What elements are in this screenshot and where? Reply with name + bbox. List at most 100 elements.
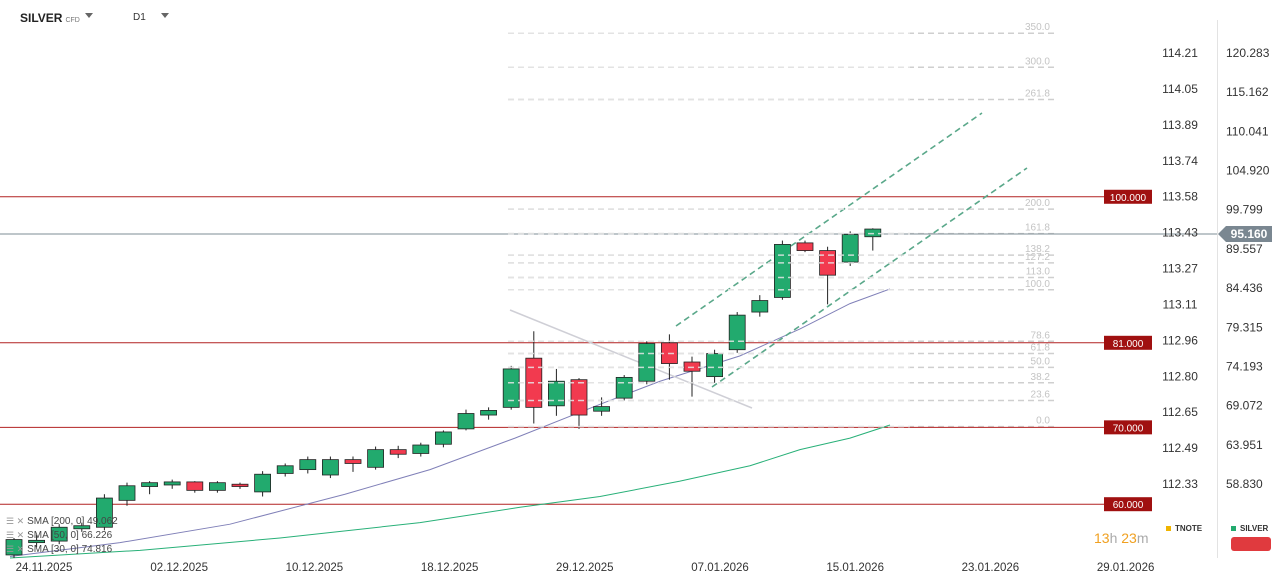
legend-sma-50[interactable]: ☰ ✕ SMA [50, 0] 66.226	[6, 530, 112, 541]
horizontal-levels: 100.000 81.000 70.000 60.000	[0, 189, 1152, 512]
fib-level-label: 161.8	[1025, 223, 1050, 234]
y-secondary-tick-label: 113.89	[1162, 118, 1198, 132]
candle-bull	[299, 459, 317, 471]
chevron-down-icon[interactable]	[85, 13, 93, 18]
y-tick-label: 84.436	[1226, 281, 1263, 295]
silver-swatch-icon	[1231, 526, 1236, 532]
y-tick-label: 69.072	[1226, 399, 1263, 413]
channel-upper-line	[675, 112, 983, 327]
timeframe-selector[interactable]: D1	[133, 12, 146, 23]
countdown-hours-unit: h	[1109, 530, 1118, 546]
y-tick-label: 115.162	[1226, 85, 1269, 99]
x-tick-label: 15.01.2026	[826, 562, 884, 574]
symbol-type: CFD	[65, 17, 80, 24]
y-secondary-tick-label: 112.80	[1162, 369, 1198, 383]
legend-sma-30[interactable]: ☰ ✕ SMA [30, 0] 74.816	[6, 544, 112, 555]
symbol-selector[interactable]: SILVER CFD	[20, 11, 80, 25]
candle-bear	[344, 459, 362, 464]
candle-bull	[276, 465, 294, 474]
candle-bull	[118, 485, 136, 501]
y-secondary-tick-label: 112.65	[1162, 405, 1198, 419]
candle-bull	[615, 376, 633, 399]
tnote-label: TNOTE	[1175, 524, 1203, 533]
fib-level-label: 0.0	[1036, 416, 1050, 427]
y-secondary-tick-label: 112.49	[1162, 441, 1198, 455]
bars-icon[interactable]: ☰ ✕	[6, 544, 25, 554]
y-secondary-tick-label: 113.74	[1162, 154, 1198, 168]
level-badge	[1104, 335, 1152, 350]
x-tick-label: 10.12.2025	[286, 562, 344, 574]
chart-header: SILVER CFD D1	[0, 0, 1286, 34]
x-tick-label: 02.12.2025	[150, 562, 208, 574]
candle-bull	[457, 413, 475, 430]
symbol-name: SILVER	[20, 11, 63, 25]
legend-label: SMA [200, 0] 49.062	[27, 516, 118, 527]
candle-bear	[389, 449, 407, 455]
current-price-line: 95.160	[0, 225, 1272, 242]
candle-bull	[321, 459, 339, 476]
countdown-minutes: 23	[1121, 530, 1137, 546]
candles	[5, 32, 910, 558]
x-tick-label: 18.12.2025	[421, 562, 479, 574]
sma-slow-line	[9, 288, 891, 557]
tnote-swatch-icon	[1166, 526, 1171, 532]
moving-averages	[9, 288, 891, 559]
chevron-down-icon[interactable]	[161, 13, 169, 18]
x-tick-label: 29.01.2026	[1097, 562, 1155, 574]
level-badge-label: 60.000	[1113, 500, 1144, 511]
y-tick-label: 58.830	[1226, 477, 1263, 491]
y-secondary-tick-label: 112.96	[1162, 333, 1198, 347]
trend-line	[509, 309, 753, 409]
fib-level-label: 23.6	[1031, 389, 1051, 400]
bars-icon[interactable]: ☰ ✕	[6, 530, 25, 540]
candle-bull	[706, 353, 723, 378]
level-badge-label: 81.000	[1113, 339, 1144, 350]
fib-level-label: 50.0	[1031, 356, 1051, 367]
candle-bear	[570, 379, 588, 416]
fib-level-label: 100.0	[1025, 279, 1050, 290]
level-badge-label: 100.000	[1110, 193, 1147, 204]
y-secondary-tick-label: 113.11	[1163, 297, 1198, 311]
candle-bull	[73, 525, 91, 530]
candle-bear	[796, 242, 814, 251]
candle-bull	[751, 300, 769, 313]
candle-bull	[412, 444, 430, 454]
candle-bull	[502, 368, 520, 408]
y-tick-label: 110.041	[1226, 124, 1269, 138]
candle-bull	[593, 406, 610, 412]
candle-bull	[638, 343, 656, 382]
sell-button[interactable]	[1231, 537, 1271, 551]
current-price-label: 95.160	[1231, 227, 1268, 241]
x-tick-label: 23.01.2026	[962, 562, 1020, 574]
candle-bull	[5, 539, 23, 556]
candle-bull	[728, 314, 746, 351]
y-secondary-tick-label: 113.27	[1162, 262, 1198, 276]
fib-level-label: 300.0	[1025, 56, 1050, 67]
silver-label: SILVER	[1240, 524, 1269, 533]
countdown-minutes-unit: m	[1136, 530, 1149, 546]
candle-bull	[28, 539, 46, 544]
y-secondary-tick-label: 114.21	[1162, 46, 1198, 60]
y-tick-label: 63.951	[1226, 438, 1263, 452]
candle-bull	[548, 380, 565, 407]
tnote-legend[interactable]: TNOTE	[1166, 524, 1202, 533]
current-price-badge	[1218, 225, 1272, 242]
y-secondary-tick-label: 114.05	[1162, 82, 1198, 96]
candle-bull	[50, 526, 68, 542]
silver-legend[interactable]: SILVER	[1231, 524, 1268, 533]
legend-sma-200[interactable]: ☰ ✕ SMA [200, 0] 49.062	[6, 516, 118, 527]
y-tick-label: 74.193	[1226, 359, 1263, 373]
fib-level-label: 38.2	[1031, 372, 1051, 383]
bars-icon[interactable]: ☰ ✕	[6, 516, 25, 526]
y-tick-label: 89.557	[1226, 242, 1263, 256]
candle-bull	[774, 244, 791, 298]
x-tick-label: 24.11.2025	[16, 562, 73, 574]
candle-bull	[480, 410, 498, 416]
sma-fast-line	[9, 424, 891, 559]
axes: 24.11.2025 02.12.2025 10.12.2025 18.12.2025…	[16, 46, 1270, 574]
y-tick-label: 120.283	[1226, 46, 1270, 60]
y-secondary-tick-label: 112.33	[1162, 477, 1198, 491]
level-badge	[1104, 420, 1152, 435]
y-secondary-tick-label: 113.43	[1162, 226, 1198, 240]
